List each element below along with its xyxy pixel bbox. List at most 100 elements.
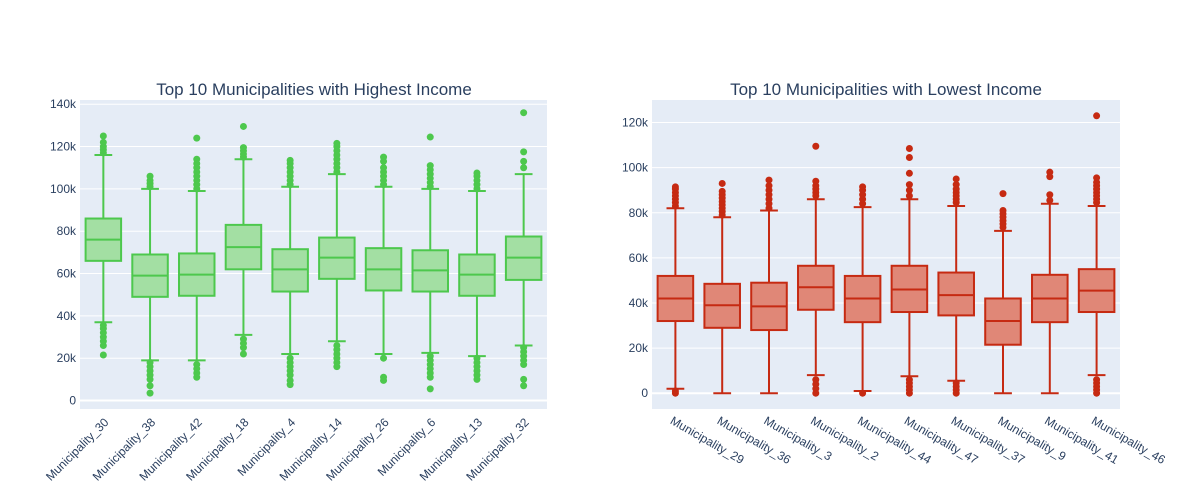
box-municipality-13 bbox=[458, 169, 496, 383]
boxes-lowest bbox=[656, 112, 1116, 397]
outlier-point bbox=[380, 164, 388, 172]
outlier-point bbox=[520, 344, 528, 352]
box-municipality-4 bbox=[271, 156, 309, 389]
boxes-highest bbox=[84, 109, 543, 397]
outlier-point bbox=[520, 164, 528, 172]
box-municipality-26 bbox=[364, 153, 403, 384]
box-municipality-6 bbox=[411, 133, 449, 393]
outlier-point bbox=[1046, 191, 1054, 199]
outlier-point bbox=[146, 382, 154, 390]
box-municipality-9 bbox=[984, 190, 1022, 395]
y-tick-label: 40k bbox=[57, 309, 77, 323]
outlier-point bbox=[380, 153, 388, 161]
box-municipality-30 bbox=[84, 132, 123, 359]
outlier-point bbox=[286, 156, 294, 164]
iqr-box bbox=[271, 248, 309, 293]
outlier-point bbox=[239, 122, 247, 130]
y-tick-label: 40k bbox=[629, 296, 649, 310]
chart-title-lowest: Top 10 Municipalities with Lowest Income bbox=[730, 80, 1042, 99]
box-municipality-36 bbox=[703, 179, 741, 395]
y-tick-label: 20k bbox=[57, 351, 77, 365]
plot-area-lowest bbox=[652, 100, 1120, 409]
box-municipality-29 bbox=[656, 183, 695, 397]
box-municipality-18 bbox=[224, 122, 263, 358]
outlier-point bbox=[765, 182, 773, 190]
chart-title-highest: Top 10 Municipalities with Highest Incom… bbox=[156, 80, 472, 99]
y-tick-label: 0 bbox=[69, 394, 76, 408]
box-municipality-3 bbox=[750, 176, 788, 395]
outlier-point bbox=[239, 144, 247, 152]
outlier-point bbox=[193, 134, 201, 142]
outlier-point bbox=[718, 179, 726, 187]
outlier-point bbox=[520, 109, 528, 117]
outlier-point bbox=[99, 132, 107, 140]
box-municipality-32 bbox=[504, 109, 543, 390]
box-municipality-14 bbox=[318, 139, 356, 371]
outlier-point bbox=[812, 177, 820, 185]
outlier-point bbox=[905, 376, 913, 384]
y-tick-label: 60k bbox=[629, 251, 649, 265]
outlier-point bbox=[99, 138, 107, 146]
outlier-point bbox=[718, 187, 726, 195]
y-tick-label: 100k bbox=[622, 161, 649, 175]
box-municipality-44 bbox=[843, 183, 882, 397]
box-municipality-38 bbox=[131, 172, 169, 397]
outlier-point bbox=[999, 190, 1007, 198]
outlier-point bbox=[1093, 174, 1101, 182]
outlier-point bbox=[905, 186, 913, 194]
outlier-point bbox=[239, 335, 247, 343]
box-municipality-47 bbox=[890, 144, 929, 397]
iqr-box bbox=[937, 271, 975, 317]
outlier-point bbox=[671, 183, 679, 191]
outlier-point bbox=[905, 192, 913, 200]
outlier-point bbox=[812, 142, 820, 150]
outlier-point bbox=[520, 375, 528, 383]
outlier-point bbox=[426, 352, 434, 360]
y-tick-label: 120k bbox=[50, 140, 77, 154]
outlier-point bbox=[952, 379, 960, 387]
outlier-point bbox=[765, 176, 773, 184]
y-tick-label: 60k bbox=[57, 267, 77, 281]
outlier-point bbox=[333, 342, 341, 350]
box-municipality-2 bbox=[797, 142, 835, 397]
outlier-point bbox=[812, 376, 820, 384]
outlier-point bbox=[952, 175, 960, 183]
y-tick-label: 80k bbox=[629, 206, 649, 220]
outlier-point bbox=[1046, 168, 1054, 176]
outlier-point bbox=[193, 155, 201, 163]
outlier-point bbox=[952, 181, 960, 189]
outlier-point bbox=[520, 157, 528, 165]
outlier-point bbox=[286, 376, 294, 384]
outlier-point bbox=[239, 350, 247, 358]
outlier-point bbox=[99, 321, 107, 329]
outlier-point bbox=[905, 154, 913, 162]
outlier-point bbox=[286, 354, 294, 362]
y-tick-label: 100k bbox=[50, 182, 77, 196]
outlier-point bbox=[333, 139, 341, 147]
outlier-point bbox=[520, 382, 528, 390]
box-municipality-41 bbox=[1031, 168, 1069, 395]
box-municipality-46 bbox=[1077, 112, 1116, 397]
outlier-point bbox=[473, 354, 481, 362]
y-tick-label: 120k bbox=[622, 116, 649, 130]
outlier-point bbox=[1093, 376, 1101, 384]
y-tick-label: 80k bbox=[57, 224, 77, 238]
outlier-point bbox=[859, 183, 867, 191]
outlier-point bbox=[193, 361, 201, 369]
outlier-point bbox=[380, 373, 388, 381]
outlier-point bbox=[905, 169, 913, 177]
outlier-point bbox=[1046, 196, 1054, 204]
outlier-point bbox=[999, 207, 1007, 215]
outlier-point bbox=[426, 162, 434, 170]
outlier-point bbox=[671, 387, 679, 395]
outlier-point bbox=[905, 144, 913, 152]
outlier-point bbox=[380, 354, 388, 362]
outlier-point bbox=[520, 148, 528, 156]
outlier-point bbox=[905, 181, 913, 189]
y-tick-label: 0 bbox=[641, 386, 648, 400]
outlier-point bbox=[146, 389, 154, 397]
y-tick-label: 20k bbox=[629, 341, 649, 355]
outlier-point bbox=[146, 172, 154, 180]
y-tick-label: 140k bbox=[50, 97, 77, 111]
